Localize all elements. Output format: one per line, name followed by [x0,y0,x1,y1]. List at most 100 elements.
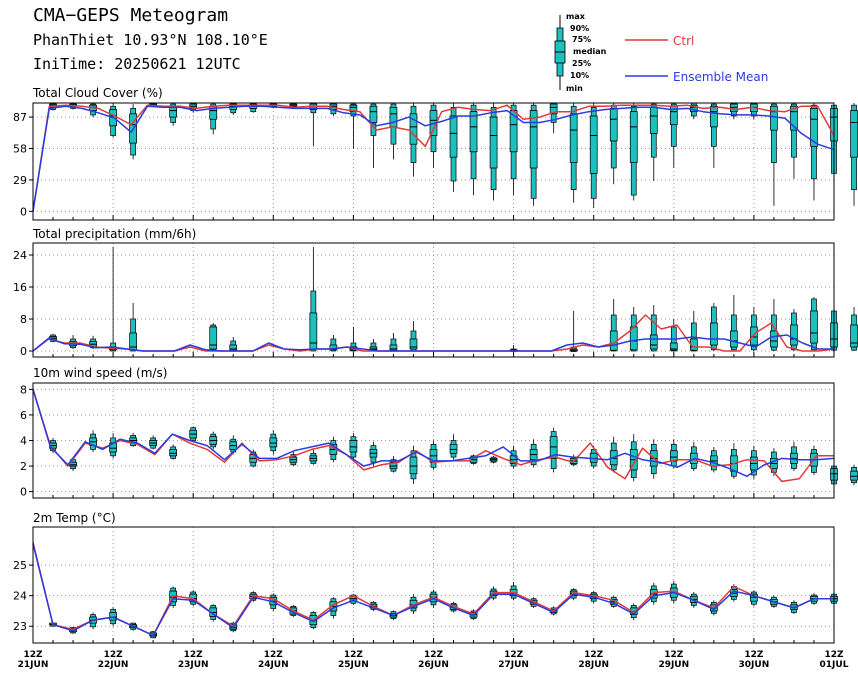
box-upper-tail [130,108,136,115]
box-iqr [750,326,758,346]
box-upper-tail [630,441,637,450]
box-wind [289,450,298,467]
box-cloud [309,102,318,147]
box-precip [409,321,418,352]
box-lower-tail [851,156,857,191]
y-tick-label: 23 [13,620,27,633]
box-lower-tail [510,463,517,467]
box-upper-tail [710,306,717,324]
box-lower-tail [630,469,637,478]
box-wind [529,439,538,468]
box-upper-tail [170,446,177,450]
box-lower-tail [210,616,217,620]
box-iqr [169,449,178,457]
box-lower-tail [590,173,597,199]
box-cloud [529,103,538,206]
panel-precip: Total precipitation (mm/6h) 0 8 16 24 [13,227,858,358]
box-iqr [329,344,338,351]
box-iqr [349,440,358,453]
box-temp [209,604,218,622]
box-upper-tail [270,433,277,439]
box-iqr [409,456,418,475]
box-upper-tail [330,440,337,445]
box-precip [790,309,798,351]
box-cloud [569,103,578,203]
box-cloud [850,103,858,206]
box-wind [369,441,378,467]
y-tick-label: 8 [20,313,27,326]
x-tick-label-date: 26JUN [418,660,449,670]
x-tick-label-date: 21JUN [18,660,49,670]
box-iqr [109,612,117,621]
box-lower-tail [490,167,497,191]
box-lower-tail [410,143,417,163]
box-lower-tail [370,456,377,463]
y-tick-label: 0 [20,205,27,218]
box-precip [389,333,398,352]
box-upper-tail [330,598,337,603]
box-cloud [770,103,778,206]
box-cloud [389,103,398,160]
box-lower-tail [430,601,437,606]
box-upper-tail [650,443,657,452]
box-iqr [529,110,538,169]
box-iqr [549,436,558,459]
box-upper-tail [751,450,757,458]
box-iqr [730,330,738,348]
box-wind [129,432,137,447]
box-upper-tail [710,450,717,457]
box-wind [629,434,638,482]
box-wind [850,464,858,486]
box-lower-tail [170,455,177,459]
box-iqr [409,338,418,350]
box-wind [169,444,178,460]
box-temp [509,581,518,601]
box-temp [649,582,658,605]
box-lower-tail [510,595,517,599]
box-upper-tail [530,443,537,450]
box-iqr [389,344,398,351]
box-iqr [850,324,858,348]
panel-title-wind: 10m wind speed (m/s) [33,366,167,380]
box-upper-tail [791,446,797,454]
box-upper-tail [210,605,217,609]
box-lower-tail [270,446,277,452]
box-precip [69,335,77,349]
box-upper-tail [90,614,96,618]
box-wind [669,439,678,469]
box-wind [609,436,618,473]
box-iqr [709,322,718,346]
box-lower-tail [610,140,617,169]
y-tick-label: 29 [13,174,27,187]
box-precip [309,247,318,352]
panel-frame-wind [32,382,835,499]
box-lower-tail [650,597,657,603]
box-lower-tail [290,461,297,466]
box-upper-tail [150,437,156,441]
box-wind [549,427,558,473]
box-upper-tail [70,338,76,342]
box-iqr [309,312,318,350]
box-upper-tail [430,104,437,111]
box-wind [109,432,117,459]
box-lower-tail [90,622,96,628]
box-upper-tail [310,612,317,616]
y-tick-label: 0 [20,345,27,358]
box-upper-tail [710,602,717,606]
x-tick-label-hour: 12Z [184,650,204,660]
y-tick-label: 58 [13,143,27,156]
box-lower-tail [110,619,116,625]
init-time-label: IniTime: 20250621 12UTC [33,55,241,73]
box-precip [709,303,718,351]
box-upper-tail [650,585,657,590]
series-mean-wind [32,389,835,478]
box-iqr [349,104,358,113]
box-lower-tail [250,461,257,467]
panel-title-temp: 2m Temp (°C) [33,511,116,525]
box-upper-tail [450,440,457,445]
box-lower-tail [710,610,717,614]
box-lower-tail [330,454,337,461]
box-wind [709,446,718,473]
box-upper-tail [791,602,797,606]
box-wind [790,441,798,472]
